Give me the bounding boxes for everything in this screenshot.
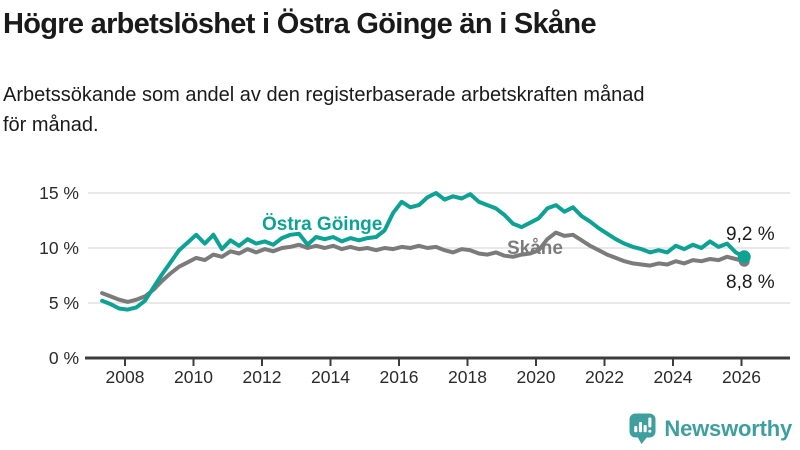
series-end-value-ostra-goinge: 9,2 %: [726, 224, 775, 245]
x-tick-label-2018: 2018: [448, 367, 487, 387]
x-tick-label-2026: 2026: [722, 367, 761, 387]
x-tick-label-2022: 2022: [585, 367, 624, 387]
series-line-skane: [100, 230, 747, 304]
newsworthy-logo: Newsworthy: [629, 410, 792, 448]
chart-title: Högre arbetslöshet i Östra Göinge än i S…: [3, 8, 597, 40]
chart-subtitle-line1: Arbetssökande som andel av den registerb…: [3, 84, 645, 106]
x-tick-label-2020: 2020: [517, 367, 556, 387]
x-tick-label-2012: 2012: [243, 367, 282, 387]
y-tick-label-5: 5 %: [49, 293, 79, 313]
chart-subtitle-line2: för månad.: [3, 114, 99, 136]
y-tick-label-0: 0 %: [49, 348, 79, 368]
speech-bubble-bar-chart-icon: [629, 413, 656, 444]
y-tick-label-10: 10 %: [39, 238, 79, 258]
x-tick-label-2010: 2010: [174, 367, 213, 387]
y-tick-label-15: 15 %: [39, 183, 79, 203]
newsworthy-logo-text: Newsworthy: [664, 416, 792, 441]
series-end-dot-ostra-goinge: [737, 250, 751, 264]
x-tick-label-2014: 2014: [311, 367, 350, 387]
series-line-ostra-goinge: [100, 191, 747, 312]
series-label-ostra-goinge: Östra Göinge: [262, 214, 382, 235]
x-tick-label-2016: 2016: [380, 367, 419, 387]
series-label-skane: Skåne: [507, 238, 563, 259]
series-end-value-skane: 8,8 %: [726, 272, 775, 293]
x-tick-label-2008: 2008: [106, 367, 145, 387]
x-tick-label-2024: 2024: [654, 367, 693, 387]
chart-subtitle: Arbetssökande som andel av den registerb…: [3, 80, 783, 140]
